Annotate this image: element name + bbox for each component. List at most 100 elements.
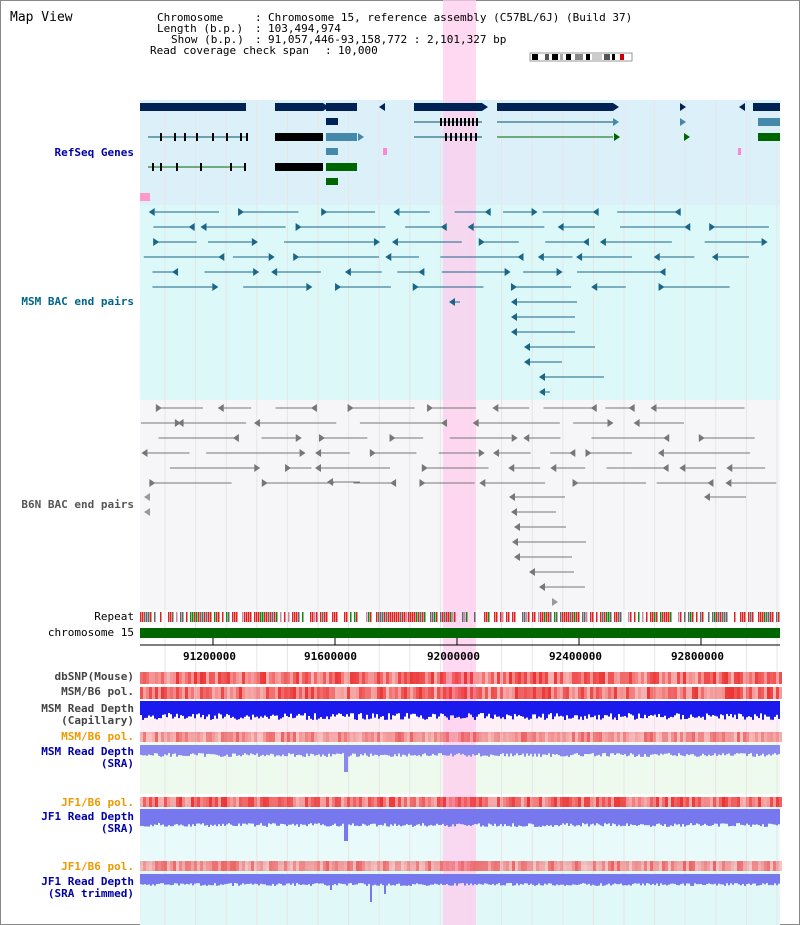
msm-cap-depth-bar [298, 701, 300, 714]
jf1-trim-depth-bar [484, 874, 486, 884]
msm-b6-pol-cell [587, 687, 590, 699]
msm-b6-pol2-cell [296, 732, 299, 742]
dbsnp-cell [392, 672, 395, 684]
msm-b6-pol2-cell [572, 732, 575, 742]
dbsnp-cell [563, 672, 566, 684]
jf1-b6-pol2-cell [317, 861, 320, 871]
ideogram-band [586, 54, 590, 60]
msm-b6-pol2-cell [374, 732, 377, 742]
msm-b6-pol2-cell [236, 732, 239, 742]
jf1-b6-pol-cell [440, 797, 443, 807]
jf1-sra-depth-bar [584, 809, 586, 825]
msm-b6-pol-cell [686, 687, 689, 699]
dbsnp-cell [425, 672, 428, 684]
jf1-trim-depth-bar [392, 874, 394, 886]
msm-b6-pol-cell [623, 687, 626, 699]
jf1-b6-pol-cell [767, 797, 770, 807]
jf1-b6-pol2-cell [776, 861, 779, 871]
jf1-sra-depth-bar [180, 809, 182, 825]
msm-b6-pol-cell [485, 687, 488, 699]
dbsnp-cell [215, 672, 218, 684]
dbsnp-cell [734, 672, 737, 684]
jf1-b6-pol2-cell [407, 861, 410, 871]
msm-b6-pol2-cell [164, 732, 167, 742]
msm-cap-depth-bar [658, 701, 660, 714]
msm-sra-depth-bar [718, 745, 720, 755]
track-label-msm-bac[interactable]: MSM BAC end pairs [21, 295, 134, 308]
exon [240, 133, 242, 141]
msm-b6-pol2-cell [416, 732, 419, 742]
repeat-mark [194, 612, 196, 622]
gene-arrow [323, 103, 329, 111]
jf1-b6-pol2-cell [335, 861, 338, 871]
msm-b6-pol-cell [470, 687, 473, 699]
jf1-sra-depth-bar [358, 809, 360, 827]
msm-cap-depth-bar [676, 701, 678, 714]
jf1-b6-pol2-cell [500, 861, 503, 871]
msm-b6-pol-cell [323, 687, 326, 699]
msm-sra-depth-bar [504, 745, 506, 757]
jf1-trim-depth-bar [162, 874, 164, 884]
repeat-mark [708, 612, 710, 622]
msm-b6-pol-cell [383, 687, 386, 699]
msm-cap-depth-bar [738, 701, 740, 714]
msm-b6-pol2-cell [593, 732, 596, 742]
show-sep: : [255, 33, 262, 46]
msm-sra-depth-bar [442, 745, 444, 756]
jf1-b6-pol2-cell [509, 861, 512, 871]
repeat-mark [322, 612, 324, 622]
repeat-mark [344, 612, 346, 622]
jf1-b6-pol-cell [395, 797, 398, 807]
msm-sra-depth-bar [356, 745, 358, 757]
msm-sra-depth-bar [318, 745, 320, 755]
jf1-sra-depth-bar [420, 809, 422, 826]
msm-sra-depth-bar [374, 745, 376, 755]
dbsnp-cell [290, 672, 293, 684]
msm-sra-depth-bar [714, 745, 716, 754]
repeat-mark [332, 612, 334, 622]
jf1-trim-depth-bar [642, 874, 644, 884]
msm-b6-pol-cell [671, 687, 674, 699]
msm-b6-pol-cell [566, 687, 569, 699]
msm-b6-pol2-cell [182, 732, 185, 742]
msm-b6-pol-cell [656, 687, 659, 699]
msm-b6-pol2-cell [503, 732, 506, 742]
jf1-sra-depth-bar [260, 809, 262, 824]
msm-cap-depth-bar [672, 701, 674, 718]
jf1-trim-depth-bar [354, 874, 356, 885]
dbsnp-cell [758, 672, 761, 684]
repeat-mark [716, 612, 718, 622]
msm-sra-depth-bar [380, 745, 382, 755]
jf1-sra-depth-bar [162, 809, 164, 825]
msm-sra-depth-bar [604, 745, 606, 754]
jf1-trim-depth-bar [612, 874, 614, 885]
jf1-sra-depth-bar [396, 809, 398, 826]
msm-b6-pol-cell [707, 687, 710, 699]
jf1-sra-depth-bar [206, 809, 208, 826]
jf1-sra-depth-bar [408, 809, 410, 826]
msm-b6-pol2-cell [290, 732, 293, 742]
jf1-b6-pol2-cell [362, 861, 365, 871]
jf1-b6-pol-cell [338, 797, 341, 807]
jf1-b6-pol-cell [671, 797, 674, 807]
jf1-sra-depth-bar [522, 809, 524, 827]
track-label-refseq[interactable]: RefSeq Genes [54, 146, 134, 159]
jf1-b6-pol-cell [146, 797, 149, 807]
gene-bar [275, 103, 323, 111]
jf1-sra-depth-bar [154, 809, 156, 825]
msm-sra-depth-bar [410, 745, 412, 756]
track-label-b6n-bac[interactable]: B6N BAC end pairs [21, 498, 134, 511]
repeat-mark [296, 612, 298, 622]
msm-cap-depth-bar [270, 701, 272, 716]
jf1-b6-pol2-cell [233, 861, 236, 871]
jf1-b6-pol2-cell [779, 861, 782, 871]
jf1-b6-pol2-cell [443, 861, 446, 871]
repeat-mark [244, 612, 246, 622]
jf1-trim-depth-bar [184, 874, 186, 885]
b6n-bac-pair-end [217, 404, 224, 412]
msm-bac-pair-end [599, 238, 606, 246]
dbsnp-cell [500, 672, 503, 684]
msm-sra-depth-bar [508, 745, 510, 757]
dbsnp-cell [677, 672, 680, 684]
